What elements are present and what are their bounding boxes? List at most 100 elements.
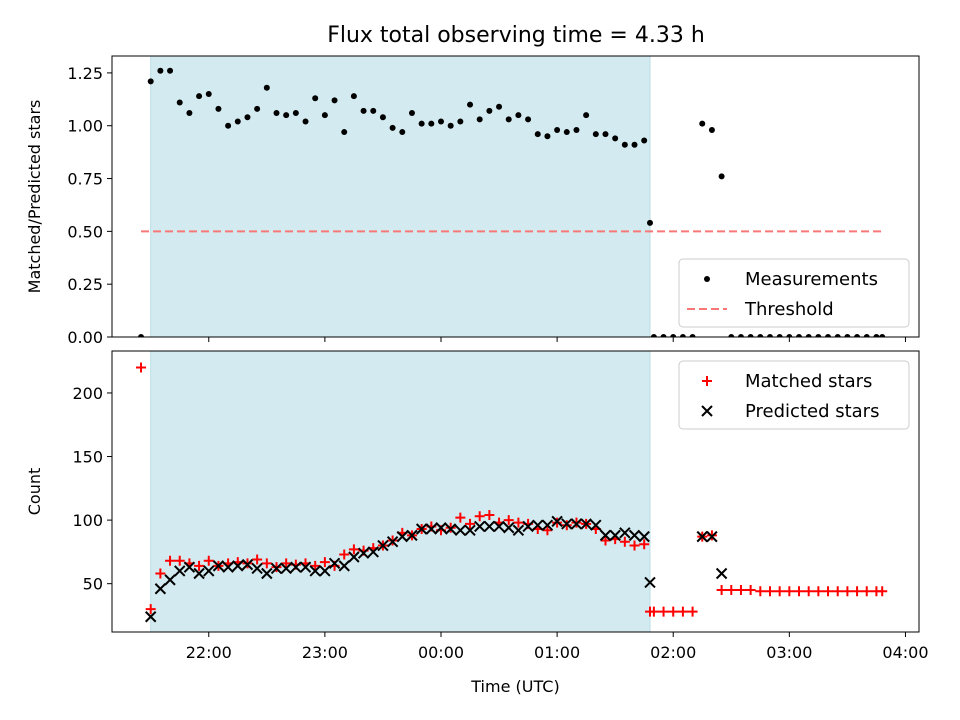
data-point <box>592 131 599 138</box>
data-point <box>522 520 534 533</box>
axes-frame <box>111 55 920 338</box>
data-point <box>503 515 514 526</box>
data-point <box>554 126 561 133</box>
data-point <box>281 558 292 569</box>
data-point <box>396 530 408 543</box>
chart-title: Flux total observing time = 4.33 h <box>327 23 705 48</box>
data-point <box>167 67 174 74</box>
data-point <box>631 141 638 148</box>
data-point <box>386 536 399 548</box>
data-point <box>877 586 888 597</box>
data-point <box>706 530 718 543</box>
data-point <box>425 523 438 535</box>
data-point <box>360 107 367 114</box>
data-point <box>399 129 406 136</box>
data-point <box>755 586 766 597</box>
data-point <box>532 519 544 531</box>
legend-marker <box>701 405 713 417</box>
x-tick-label: 22:00 <box>186 643 232 662</box>
data-point <box>619 527 631 539</box>
legend-box <box>678 258 910 328</box>
data-point <box>764 586 775 597</box>
data-point <box>428 120 435 127</box>
data-point <box>599 529 612 542</box>
data-point <box>339 549 350 560</box>
data-point <box>165 555 176 566</box>
data-point <box>715 567 728 580</box>
data-point <box>670 334 677 337</box>
data-point <box>310 560 321 571</box>
data-point <box>437 118 444 125</box>
data-point <box>136 362 147 373</box>
data-point <box>205 91 212 98</box>
series-predicted-stars <box>144 515 728 623</box>
data-point <box>254 105 261 112</box>
data-point <box>348 551 360 563</box>
data-point <box>728 334 735 337</box>
data-point <box>852 586 863 597</box>
data-point <box>668 606 679 617</box>
data-point <box>476 116 483 123</box>
x-axis-title: Time (UTC) <box>470 677 559 696</box>
data-point <box>357 547 370 559</box>
data-point <box>718 173 725 180</box>
data-point <box>716 585 727 596</box>
top-panel: 0.00 0.25 0.50 0.75 1.00 1.25 Matched/Predicte… <box>25 55 920 347</box>
data-point <box>309 565 321 577</box>
data-point <box>186 110 193 117</box>
data-point <box>600 535 611 546</box>
data-point <box>465 518 476 529</box>
data-point <box>677 606 688 617</box>
data-point <box>154 583 167 595</box>
data-point <box>415 523 428 535</box>
data-point <box>776 334 783 337</box>
data-point <box>292 110 299 117</box>
data-point <box>648 606 659 617</box>
data-point <box>794 586 805 597</box>
data-point <box>513 517 524 528</box>
data-point <box>813 586 824 597</box>
data-point <box>312 95 319 102</box>
data-point <box>222 561 234 573</box>
data-point <box>745 585 756 596</box>
data-point <box>408 110 415 117</box>
data-point <box>805 334 812 337</box>
data-point <box>164 574 176 586</box>
legend-label: Threshold <box>744 299 834 320</box>
data-point <box>319 565 331 577</box>
x-tick-label: 04:00 <box>882 643 928 662</box>
data-point <box>863 334 870 337</box>
data-point <box>455 512 466 523</box>
data-point <box>484 510 495 521</box>
data-point <box>389 124 396 131</box>
data-point <box>832 586 843 597</box>
data-point <box>563 129 570 136</box>
data-point <box>512 524 525 536</box>
data-point <box>174 565 186 577</box>
data-point <box>786 334 793 337</box>
data-point <box>435 522 447 534</box>
data-point <box>561 518 573 530</box>
data-point <box>534 131 541 138</box>
y-tick-label: 0.25 <box>67 275 103 294</box>
data-point <box>261 567 273 580</box>
data-point <box>834 334 841 337</box>
data-point <box>454 524 467 536</box>
plot-area <box>136 362 888 623</box>
data-point <box>825 334 832 337</box>
data-point <box>590 519 602 531</box>
data-point <box>747 334 754 337</box>
data-point <box>854 334 861 337</box>
data-point <box>138 334 145 337</box>
data-point <box>302 118 309 125</box>
data-point <box>174 555 185 566</box>
y-tick-label: 0.00 <box>67 328 103 347</box>
data-point <box>331 97 338 104</box>
data-point <box>766 334 773 337</box>
data-point <box>602 131 609 138</box>
data-point <box>215 105 222 112</box>
data-point <box>638 530 650 543</box>
data-point <box>144 611 157 623</box>
data-point <box>483 520 496 533</box>
data-point <box>379 114 386 121</box>
